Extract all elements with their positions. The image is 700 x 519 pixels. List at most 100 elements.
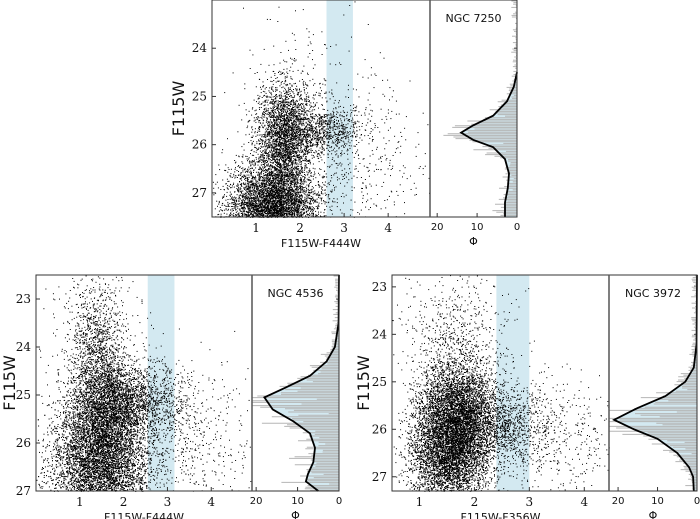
star-point (285, 175, 287, 176)
star-point (261, 139, 263, 141)
star-point (255, 135, 257, 137)
star-point (251, 144, 253, 146)
star-point (305, 205, 307, 207)
star-point (255, 199, 257, 200)
star-point (287, 178, 289, 180)
star-point (321, 203, 323, 205)
star-point (257, 164, 259, 166)
star-point (284, 192, 285, 194)
star-point (258, 208, 260, 210)
star-point (296, 196, 298, 198)
star-point (307, 150, 309, 152)
star-point (323, 212, 325, 214)
star-point (261, 141, 263, 143)
star-point (278, 198, 280, 200)
star-point (269, 151, 271, 153)
star-point (233, 173, 235, 175)
star-point (290, 158, 292, 160)
star-point (320, 193, 322, 195)
star-point (303, 119, 305, 121)
star-point (287, 194, 289, 196)
star-point (304, 199, 306, 201)
star-point (261, 124, 263, 126)
star-point (273, 215, 275, 217)
star-point (260, 204, 262, 206)
star-point (290, 208, 292, 210)
star-point (295, 174, 297, 176)
star-point (288, 98, 290, 99)
star-point (332, 200, 333, 202)
star-point (238, 187, 240, 189)
star-point (226, 195, 228, 197)
star-point (264, 206, 265, 208)
star-point (234, 215, 236, 217)
star-point (247, 198, 249, 199)
star-point (285, 158, 287, 160)
star-point (286, 106, 288, 108)
star-point (240, 172, 242, 173)
star-point (275, 182, 277, 184)
star-point (273, 204, 275, 206)
star-point (272, 166, 274, 168)
star-point (320, 211, 322, 213)
star-point (281, 140, 283, 142)
star-point (288, 157, 290, 159)
star-point (277, 187, 279, 189)
star-point (272, 212, 274, 214)
star-point (244, 178, 246, 180)
star-point (260, 139, 262, 140)
star-point (286, 204, 288, 206)
star-point (293, 169, 295, 171)
star-point (278, 163, 280, 165)
star-point (263, 191, 265, 193)
star-point (267, 173, 268, 175)
star-point (290, 163, 292, 165)
star-point (312, 208, 314, 210)
star-point (242, 212, 244, 214)
star-point (270, 159, 272, 161)
star-point (247, 181, 249, 183)
star-point (282, 176, 283, 178)
star-point (259, 176, 261, 178)
star-point (251, 196, 253, 198)
star-point (275, 192, 277, 194)
star-point (223, 196, 225, 198)
star-point (248, 133, 250, 135)
star-point (293, 151, 295, 153)
star-point (255, 185, 257, 187)
star-point (285, 201, 287, 203)
star-point (264, 198, 266, 200)
star-point (279, 167, 281, 169)
star-point (241, 119, 243, 121)
star-point (265, 215, 267, 217)
star-point (290, 133, 292, 134)
star-point (234, 201, 236, 203)
star-point (291, 140, 293, 142)
star-point (269, 172, 271, 174)
star-point (282, 118, 283, 120)
star-point (245, 211, 247, 213)
star-point (310, 181, 312, 183)
star-point (239, 210, 241, 212)
star-point (279, 185, 281, 187)
star-point (270, 174, 272, 176)
star-point (290, 164, 292, 166)
star-point (252, 208, 254, 210)
star-point (241, 191, 242, 193)
star-point (227, 199, 229, 200)
star-point (273, 143, 275, 145)
star-point (256, 211, 257, 213)
star-point (274, 123, 276, 125)
star-point (256, 203, 258, 205)
star-point (216, 200, 218, 202)
star-point (275, 124, 277, 126)
star-point (290, 161, 291, 163)
star-point (257, 198, 259, 200)
star-point (298, 191, 300, 193)
star-point (283, 179, 285, 181)
star-point (296, 168, 298, 170)
star-point (254, 197, 256, 199)
star-point (250, 174, 252, 176)
star-point (250, 204, 252, 206)
star-point (272, 126, 274, 128)
